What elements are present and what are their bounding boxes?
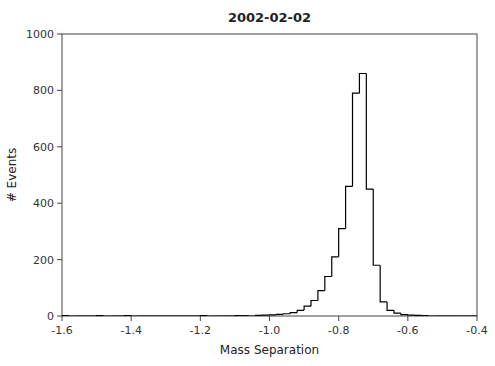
histogram-step (221, 315, 228, 316)
histogram-step (401, 313, 408, 314)
histogram-step (200, 315, 207, 316)
histogram-step (124, 315, 131, 316)
histogram-step (256, 315, 263, 316)
histogram-step (470, 315, 477, 316)
histogram-step (97, 315, 104, 316)
histogram-step (76, 315, 83, 316)
x-tick (200, 316, 201, 321)
histogram-step (62, 315, 69, 316)
histogram-step (463, 315, 470, 316)
histogram-step (373, 189, 380, 265)
y-tick (57, 316, 62, 317)
histogram-step (214, 315, 221, 316)
x-tick (131, 316, 132, 321)
histogram-step (290, 313, 297, 314)
x-axis-label: Mass Separation (220, 343, 319, 357)
histogram-step (173, 315, 180, 316)
histogram-step (346, 186, 353, 228)
histogram-step (263, 315, 270, 316)
histogram-step (276, 314, 283, 316)
title: 2002-02-02 (228, 10, 311, 25)
histogram-step (422, 315, 429, 316)
y-tick-label: 600 (33, 141, 54, 154)
x-tick-label: -1.4 (120, 324, 141, 337)
histogram-step (207, 315, 214, 316)
histogram-step (270, 314, 277, 315)
y-tick-label: 800 (33, 84, 54, 97)
histogram-step (235, 315, 242, 316)
histogram-step (380, 265, 387, 302)
x-tick (269, 316, 270, 321)
histogram-step (249, 315, 256, 316)
x-tick-label: -0.6 (397, 324, 418, 337)
histogram-step (166, 315, 173, 316)
x-tick-label: -0.8 (328, 324, 349, 337)
histogram-step (366, 73, 373, 189)
histogram-step (187, 315, 194, 316)
histogram-step (304, 306, 311, 310)
y-tick (57, 203, 62, 204)
histogram-step (83, 315, 90, 316)
histogram-step (180, 315, 187, 316)
histogram-step (359, 73, 366, 93)
x-tick (62, 316, 63, 321)
histogram-step (353, 93, 360, 186)
histogram-step (104, 315, 111, 316)
histogram-step (110, 315, 117, 316)
histogram-step (436, 315, 443, 316)
histogram-steps (62, 73, 477, 316)
y-axis-label: # Events (5, 148, 19, 203)
histogram-step (242, 315, 249, 316)
y-tick (57, 259, 62, 260)
histogram-step (318, 291, 325, 301)
x-tick-label: -1.6 (51, 324, 72, 337)
histogram-step (387, 302, 394, 310)
histogram-step (228, 315, 235, 316)
histogram-step (456, 315, 463, 316)
x-tick-label: -1.0 (259, 324, 280, 337)
histogram-step (311, 300, 318, 306)
histogram-step (297, 310, 304, 312)
x-tick-label: -0.4 (466, 324, 487, 337)
histogram-step (394, 310, 401, 313)
histogram-step (449, 315, 456, 316)
histogram-step (152, 315, 159, 316)
histogram-step (90, 315, 97, 316)
y-tick-label: 1000 (26, 28, 54, 41)
histogram-step (415, 315, 422, 316)
histogram-step (159, 315, 166, 316)
histogram-step (117, 315, 124, 316)
chart: -1.6 -1.4 -1.2 -1.0 -0.8 -0.6 -0.4 0 200 400 600 80… (0, 0, 495, 366)
y-tick (57, 34, 62, 35)
y-tick-label: 400 (33, 197, 54, 210)
histogram-step (339, 229, 346, 257)
plot-frame (62, 34, 477, 316)
histogram-step (193, 315, 200, 316)
histogram-step (69, 315, 76, 316)
histogram-step (138, 315, 145, 316)
x-tick (477, 316, 478, 321)
x-tick (338, 316, 339, 321)
histogram-step (283, 313, 290, 315)
histogram-step (408, 314, 415, 316)
y-tick-label: 0 (47, 310, 54, 323)
x-tick-label: -1.2 (190, 324, 211, 337)
y-tick-label: 200 (33, 254, 54, 267)
histogram-step (442, 315, 449, 316)
histogram-step (429, 315, 436, 316)
y-tick (57, 146, 62, 147)
y-tick (57, 90, 62, 91)
histogram-step (325, 277, 332, 291)
histogram-step (131, 315, 138, 316)
histogram-step (145, 315, 152, 316)
x-tick (407, 316, 408, 321)
histogram-step (332, 257, 339, 277)
